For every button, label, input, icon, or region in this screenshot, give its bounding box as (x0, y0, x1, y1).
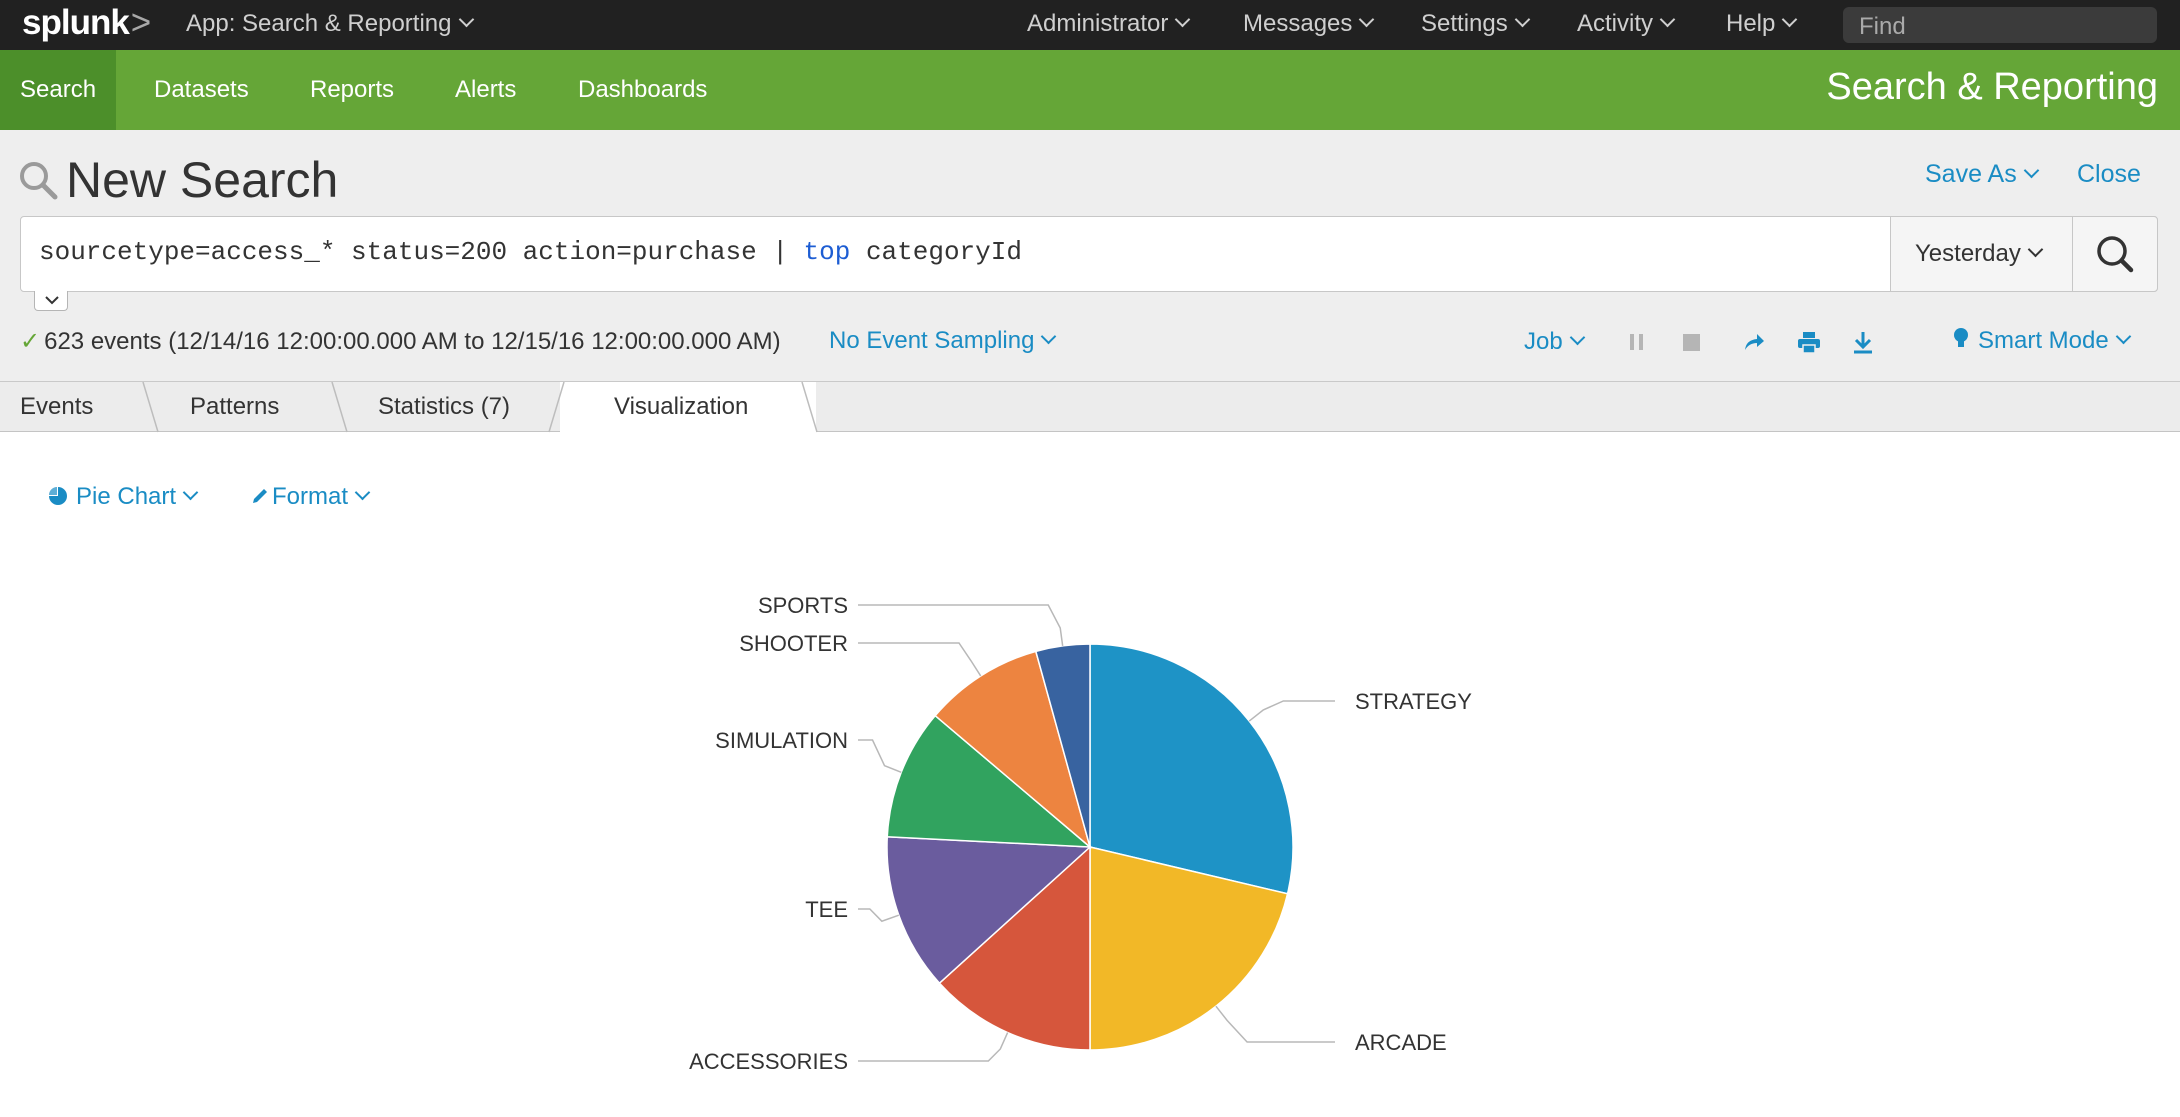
search-query-input[interactable]: sourcetype=access_* status=200 action=pu… (20, 216, 2158, 292)
chevron-down-icon (45, 296, 59, 305)
check-icon: ✓ (20, 328, 41, 355)
search-button[interactable] (2072, 216, 2158, 292)
download-icon[interactable] (1851, 330, 1875, 354)
tab-visualization[interactable]: Visualization (614, 393, 749, 420)
search-icon (2097, 236, 2134, 273)
administrator-menu[interactable]: Administrator (1027, 10, 1191, 38)
job-menu[interactable]: Job (1524, 328, 1585, 356)
results-tabs: Events Patterns Statistics (7) Visualiza… (0, 382, 2180, 433)
tab-dividers (142, 382, 818, 433)
leader-line-sports (858, 604, 1064, 646)
event-status: ✓ 623 events (12/14/16 12:00:00.000 AM to… (20, 328, 781, 355)
visualization-panel: STRATEGY ARCADE ACCESSORIES TEE SIMULATION SH… (0, 540, 2180, 1112)
leader-line-simulation (858, 739, 902, 773)
chevron-down-icon (1659, 11, 1676, 28)
chevron-down-icon (1041, 328, 1057, 345)
event-sampling-menu[interactable]: No Event Sampling (829, 327, 1057, 355)
format-menu[interactable]: Format (250, 483, 371, 511)
pencil-icon (253, 489, 267, 503)
pie-label-sports: SPORTS (758, 593, 848, 618)
leader-line-tee (858, 908, 900, 923)
chevron-down-icon (182, 484, 199, 501)
pie-label-accessories: ACCESSORIES (689, 1049, 848, 1074)
leader-line-shooter (858, 642, 982, 677)
pie-slice-accessories[interactable] (938, 845, 1091, 1051)
expand-search-toggle[interactable] (34, 291, 68, 311)
splunk-logo[interactable]: splunk> (22, 3, 151, 42)
app-title: Search & Reporting (1826, 66, 2158, 108)
chevron-down-icon (2023, 162, 2040, 179)
pie-slice-strategy[interactable] (1089, 643, 1294, 895)
tab-visualization-bg (560, 382, 816, 433)
pie-label-shooter: SHOOTER (739, 631, 848, 656)
query-text: sourcetype=access_* status=200 action=pu… (39, 237, 1022, 267)
nav-reports[interactable]: Reports (310, 76, 395, 103)
chevron-down-icon (458, 11, 474, 28)
pie-slice-sports[interactable] (1034, 643, 1091, 848)
pie-chart-icon (49, 487, 67, 505)
share-icon[interactable] (1741, 330, 1767, 354)
messages-menu[interactable]: Messages (1243, 10, 1375, 38)
tab-events[interactable]: Events (20, 393, 94, 420)
leader-line-strategy (1248, 700, 1335, 722)
print-icon[interactable] (1796, 330, 1822, 354)
chevron-down-icon (2115, 328, 2131, 345)
help-menu[interactable]: Help (1726, 10, 1798, 38)
nav-alerts[interactable]: Alerts (455, 76, 517, 103)
app-bar: Search Datasets Reports Alerts Dashboard… (0, 50, 2180, 130)
nav-datasets[interactable]: Datasets (154, 76, 249, 103)
page-title: New Search (66, 152, 339, 208)
pie-label-tee: TEE (805, 897, 848, 922)
stop-icon[interactable] (1681, 330, 1703, 354)
top-bar: splunk> App: Search & Reporting Administ… (0, 0, 2180, 50)
save-as-button[interactable]: Save As (1925, 160, 2040, 189)
tab-patterns[interactable]: Patterns (190, 393, 280, 420)
search-mode-menu[interactable]: Smart Mode (1952, 327, 2131, 355)
pie-slice-shooter[interactable] (934, 650, 1092, 850)
activity-menu[interactable]: Activity (1577, 10, 1676, 38)
time-range-picker[interactable]: Yesterday (1890, 216, 2073, 292)
search-header: New Search Save As Close sourcetype=acce… (0, 130, 2180, 382)
tab-statistics[interactable]: Statistics (7) (378, 393, 511, 420)
pause-icon[interactable] (1628, 330, 1646, 354)
search-icon (20, 162, 58, 200)
pie-label-strategy: STRATEGY (1355, 689, 1472, 714)
lightbulb-icon (1954, 328, 1968, 347)
pie-chart: STRATEGY ARCADE ACCESSORIES TEE SIMULATION SH… (689, 593, 1472, 1074)
chevron-down-icon (1175, 11, 1191, 28)
leader-line-arcade (1215, 1005, 1335, 1043)
chevron-down-icon (1569, 329, 1585, 346)
settings-menu[interactable]: Settings (1421, 10, 1530, 38)
chevron-down-icon (1359, 11, 1375, 28)
chevron-down-icon (354, 484, 371, 501)
pie-label-simulation: SIMULATION (715, 728, 848, 753)
close-button[interactable]: Close (2077, 160, 2141, 188)
chevron-down-icon (1782, 11, 1798, 28)
nav-dashboards[interactable]: Dashboards (578, 76, 708, 103)
chart-type-menu[interactable]: Pie Chart (48, 483, 199, 511)
app-menu[interactable]: App: Search & Reporting (186, 10, 474, 38)
pie-slice-arcade[interactable] (1089, 846, 1289, 1051)
leader-line-accessories (858, 1032, 1009, 1062)
chevron-down-icon (2027, 241, 2044, 258)
pie-label-arcade: ARCADE (1355, 1030, 1447, 1055)
find-input[interactable]: Find (1843, 7, 2157, 43)
nav-search[interactable]: Search (0, 50, 117, 130)
chevron-down-icon (1514, 11, 1530, 28)
